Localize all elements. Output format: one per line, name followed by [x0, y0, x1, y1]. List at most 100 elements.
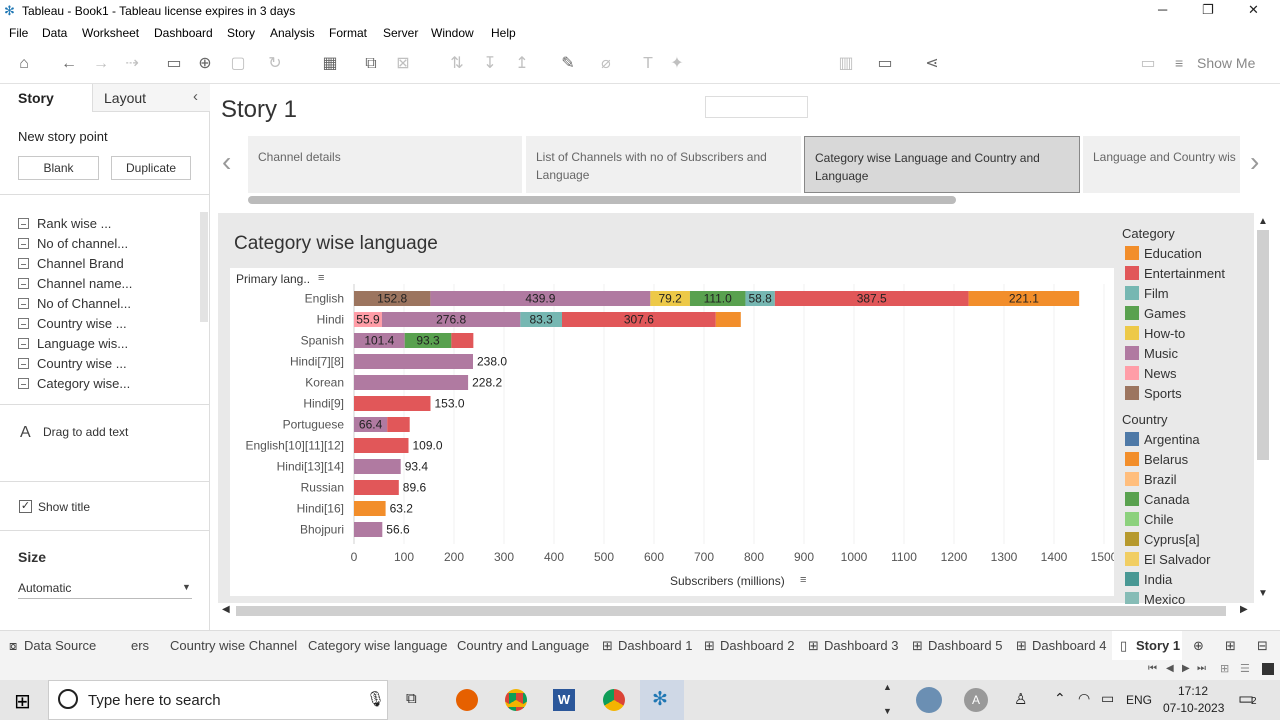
bar-chart[interactable]: 0 100 200 300 400 500 600 700 800 900 1000 1100 1200…	[230, 268, 1118, 596]
pin-icon[interactable]: ✦	[670, 55, 684, 72]
sheet-item[interactable]: No of Channel...	[18, 296, 131, 311]
bar-segment[interactable]	[745, 291, 775, 306]
taskbar-scroll-up-icon[interactable]: ▲	[883, 682, 892, 692]
bar-segment[interactable]	[689, 291, 746, 306]
word-icon[interactable]: W	[553, 689, 575, 711]
new-data-source-icon[interactable]: ⊕	[198, 55, 212, 72]
bar-segment[interactable]	[354, 459, 401, 474]
tab-dashboard[interactable]: Dashboard 2	[720, 638, 795, 653]
viz-vertical-scrollbar[interactable]: ▲ ▼	[1256, 216, 1270, 604]
chrome-profile-icon[interactable]	[603, 689, 625, 711]
category-legend-item[interactable]: Music	[1125, 346, 1178, 361]
clear-sheet-icon[interactable]: ⊠	[396, 55, 410, 72]
people-icon[interactable]: ♙	[1014, 691, 1028, 708]
tab-dashboard[interactable]: Dashboard 3	[824, 638, 899, 653]
new-story-tab-icon[interactable]: ⊟	[1257, 638, 1268, 653]
country-legend-item[interactable]: Belarus	[1125, 452, 1188, 467]
tab-story[interactable]: Story 1	[1136, 638, 1181, 653]
viz-horizontal-scrollbar[interactable]: ◀ ▶	[222, 604, 1252, 618]
presentation-mode-icon[interactable]: ▭	[877, 55, 893, 72]
home-icon[interactable]: ⌂	[19, 55, 29, 72]
sheet-item[interactable]: Country wise ...	[18, 356, 127, 371]
story-point-4[interactable]: Language and Country wis	[1083, 136, 1240, 193]
scroll-left-icon[interactable]: ◀	[222, 604, 230, 615]
scrollbar-thumb[interactable]	[1257, 230, 1269, 460]
menu-format[interactable]: Format	[329, 26, 368, 40]
restore-button[interactable]: ❐	[1202, 2, 1214, 17]
nav-first-icon[interactable]: ⏮	[1148, 663, 1157, 674]
bar-segment[interactable]	[404, 333, 452, 348]
tableau-taskbar-button[interactable]	[640, 680, 684, 720]
story-prev-arrow-icon[interactable]: ‹	[222, 146, 232, 177]
menu-file[interactable]: File	[9, 26, 29, 40]
nav-prev-icon[interactable]: ◀	[1166, 663, 1174, 674]
country-legend-item[interactable]: Mexico	[1125, 592, 1185, 604]
bar-segment[interactable]	[430, 291, 651, 306]
story-point-1[interactable]: Channel details	[248, 136, 522, 193]
sheet-item[interactable]: Language wis...	[18, 336, 128, 351]
tableau-taskbar-icon[interactable]: ✻	[652, 689, 668, 710]
taskbar-scroll-down-icon[interactable]: ▼	[883, 706, 892, 716]
drag-to-add-text[interactable]: Drag to add text	[43, 425, 129, 439]
category-legend-item[interactable]: How-to	[1125, 326, 1185, 341]
save-icon[interactable]: ▭	[166, 55, 182, 72]
menu-window[interactable]: Window	[431, 26, 474, 40]
wifi-icon[interactable]: ◠	[1078, 690, 1091, 706]
menu-help[interactable]: Help	[491, 26, 516, 40]
input-language[interactable]: ENG	[1126, 693, 1153, 707]
fit-dropdown[interactable]	[705, 96, 808, 118]
menu-worksheet[interactable]: Worksheet	[82, 26, 140, 40]
duplicate-sheet-icon[interactable]: ⧉	[365, 55, 377, 72]
cortana-icon[interactable]	[58, 689, 78, 709]
chrome-icon[interactable]	[505, 689, 527, 711]
clock-date[interactable]: 07-10-2023	[1163, 701, 1225, 715]
notification-icon[interactable]: ▭	[1238, 689, 1255, 708]
highlight-icon[interactable]: ✎	[561, 55, 575, 72]
labels-icon[interactable]: T	[643, 55, 653, 72]
category-legend-item[interactable]: Entertainment	[1125, 266, 1225, 281]
show-cards-icon[interactable]: ▥	[838, 55, 854, 72]
pause-updates-icon[interactable]: ▢	[230, 55, 246, 72]
user-avatar[interactable]	[916, 687, 942, 713]
duplicate-button[interactable]: Duplicate	[111, 156, 191, 180]
bar-segment[interactable]	[381, 312, 521, 327]
sheet-item[interactable]: Category wise...	[18, 376, 130, 391]
tab-layout[interactable]	[92, 84, 210, 112]
tab-dashboard[interactable]: Dashboard 1	[618, 638, 693, 653]
battery-icon[interactable]: ▭	[1101, 690, 1115, 706]
sheet-item[interactable]: Channel name...	[18, 276, 132, 291]
refresh-icon[interactable]: ↻	[268, 55, 282, 72]
bar-segment[interactable]	[354, 375, 469, 390]
bar-segment[interactable]	[354, 438, 409, 453]
tab-sheet[interactable]: Country and Language	[457, 638, 590, 653]
bar-segment[interactable]	[354, 354, 473, 369]
tab-dashboard[interactable]: Dashboard 4	[1032, 638, 1107, 653]
tab-view-icon[interactable]	[1262, 663, 1274, 675]
windows-start-icon[interactable]: ⊞	[14, 691, 31, 713]
country-legend-item[interactable]: Canada	[1125, 492, 1190, 507]
tab-layout-label[interactable]: Layout	[104, 90, 147, 106]
bar-segment[interactable]	[968, 291, 1080, 306]
tab-dashboard[interactable]: Dashboard 5	[928, 638, 1003, 653]
bar-segment[interactable]	[650, 291, 690, 306]
show-title-checkbox[interactable]: ✓	[19, 500, 32, 513]
nav-next-icon[interactable]: ▶	[1182, 663, 1190, 674]
bar-segment[interactable]	[354, 333, 405, 348]
sort-ascending-icon[interactable]: ↧	[483, 55, 497, 72]
category-legend-item[interactable]: Education	[1125, 246, 1202, 261]
redo-icon[interactable]: →	[93, 55, 109, 72]
firefox-icon[interactable]	[456, 689, 478, 711]
category-legend-item[interactable]: News	[1125, 366, 1177, 381]
menu-story[interactable]: Story	[227, 26, 256, 40]
sheets-scrollbar[interactable]	[200, 212, 208, 322]
bar-segment[interactable]	[354, 417, 388, 432]
undo-icon[interactable]: ←	[61, 55, 77, 72]
bar-segment[interactable]	[354, 480, 399, 495]
menu-server[interactable]: Server	[383, 26, 419, 40]
bar-segment[interactable]	[354, 396, 431, 411]
tab-sheet[interactable]: ers	[131, 638, 150, 653]
size-dropdown[interactable]: Automatic	[18, 581, 72, 595]
country-legend-item[interactable]: Brazil	[1125, 472, 1177, 487]
replace-data-icon[interactable]: ⇢	[125, 55, 139, 72]
sort-descending-icon[interactable]: ↥	[515, 55, 529, 72]
